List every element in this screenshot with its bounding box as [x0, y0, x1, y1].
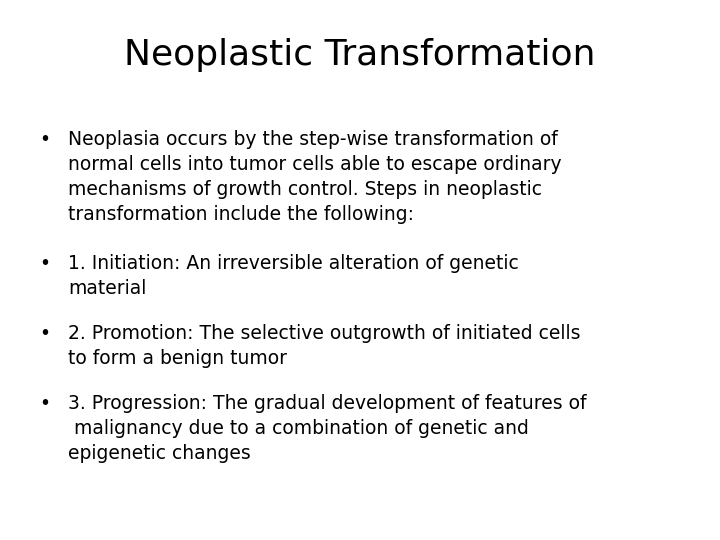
Text: Neoplasia occurs by the step-wise transformation of
normal cells into tumor cell: Neoplasia occurs by the step-wise transf…	[68, 130, 562, 224]
Text: Neoplastic Transformation: Neoplastic Transformation	[125, 38, 595, 72]
Text: •: •	[40, 324, 50, 343]
Text: •: •	[40, 130, 50, 148]
Text: 2. Promotion: The selective outgrowth of initiated cells
to form a benign tumor: 2. Promotion: The selective outgrowth of…	[68, 324, 581, 368]
Text: 1. Initiation: An irreversible alteration of genetic
material: 1. Initiation: An irreversible alteratio…	[68, 254, 519, 298]
Text: •: •	[40, 254, 50, 273]
Text: •: •	[40, 394, 50, 413]
Text: 3. Progression: The gradual development of features of
 malignancy due to a comb: 3. Progression: The gradual development …	[68, 394, 587, 463]
